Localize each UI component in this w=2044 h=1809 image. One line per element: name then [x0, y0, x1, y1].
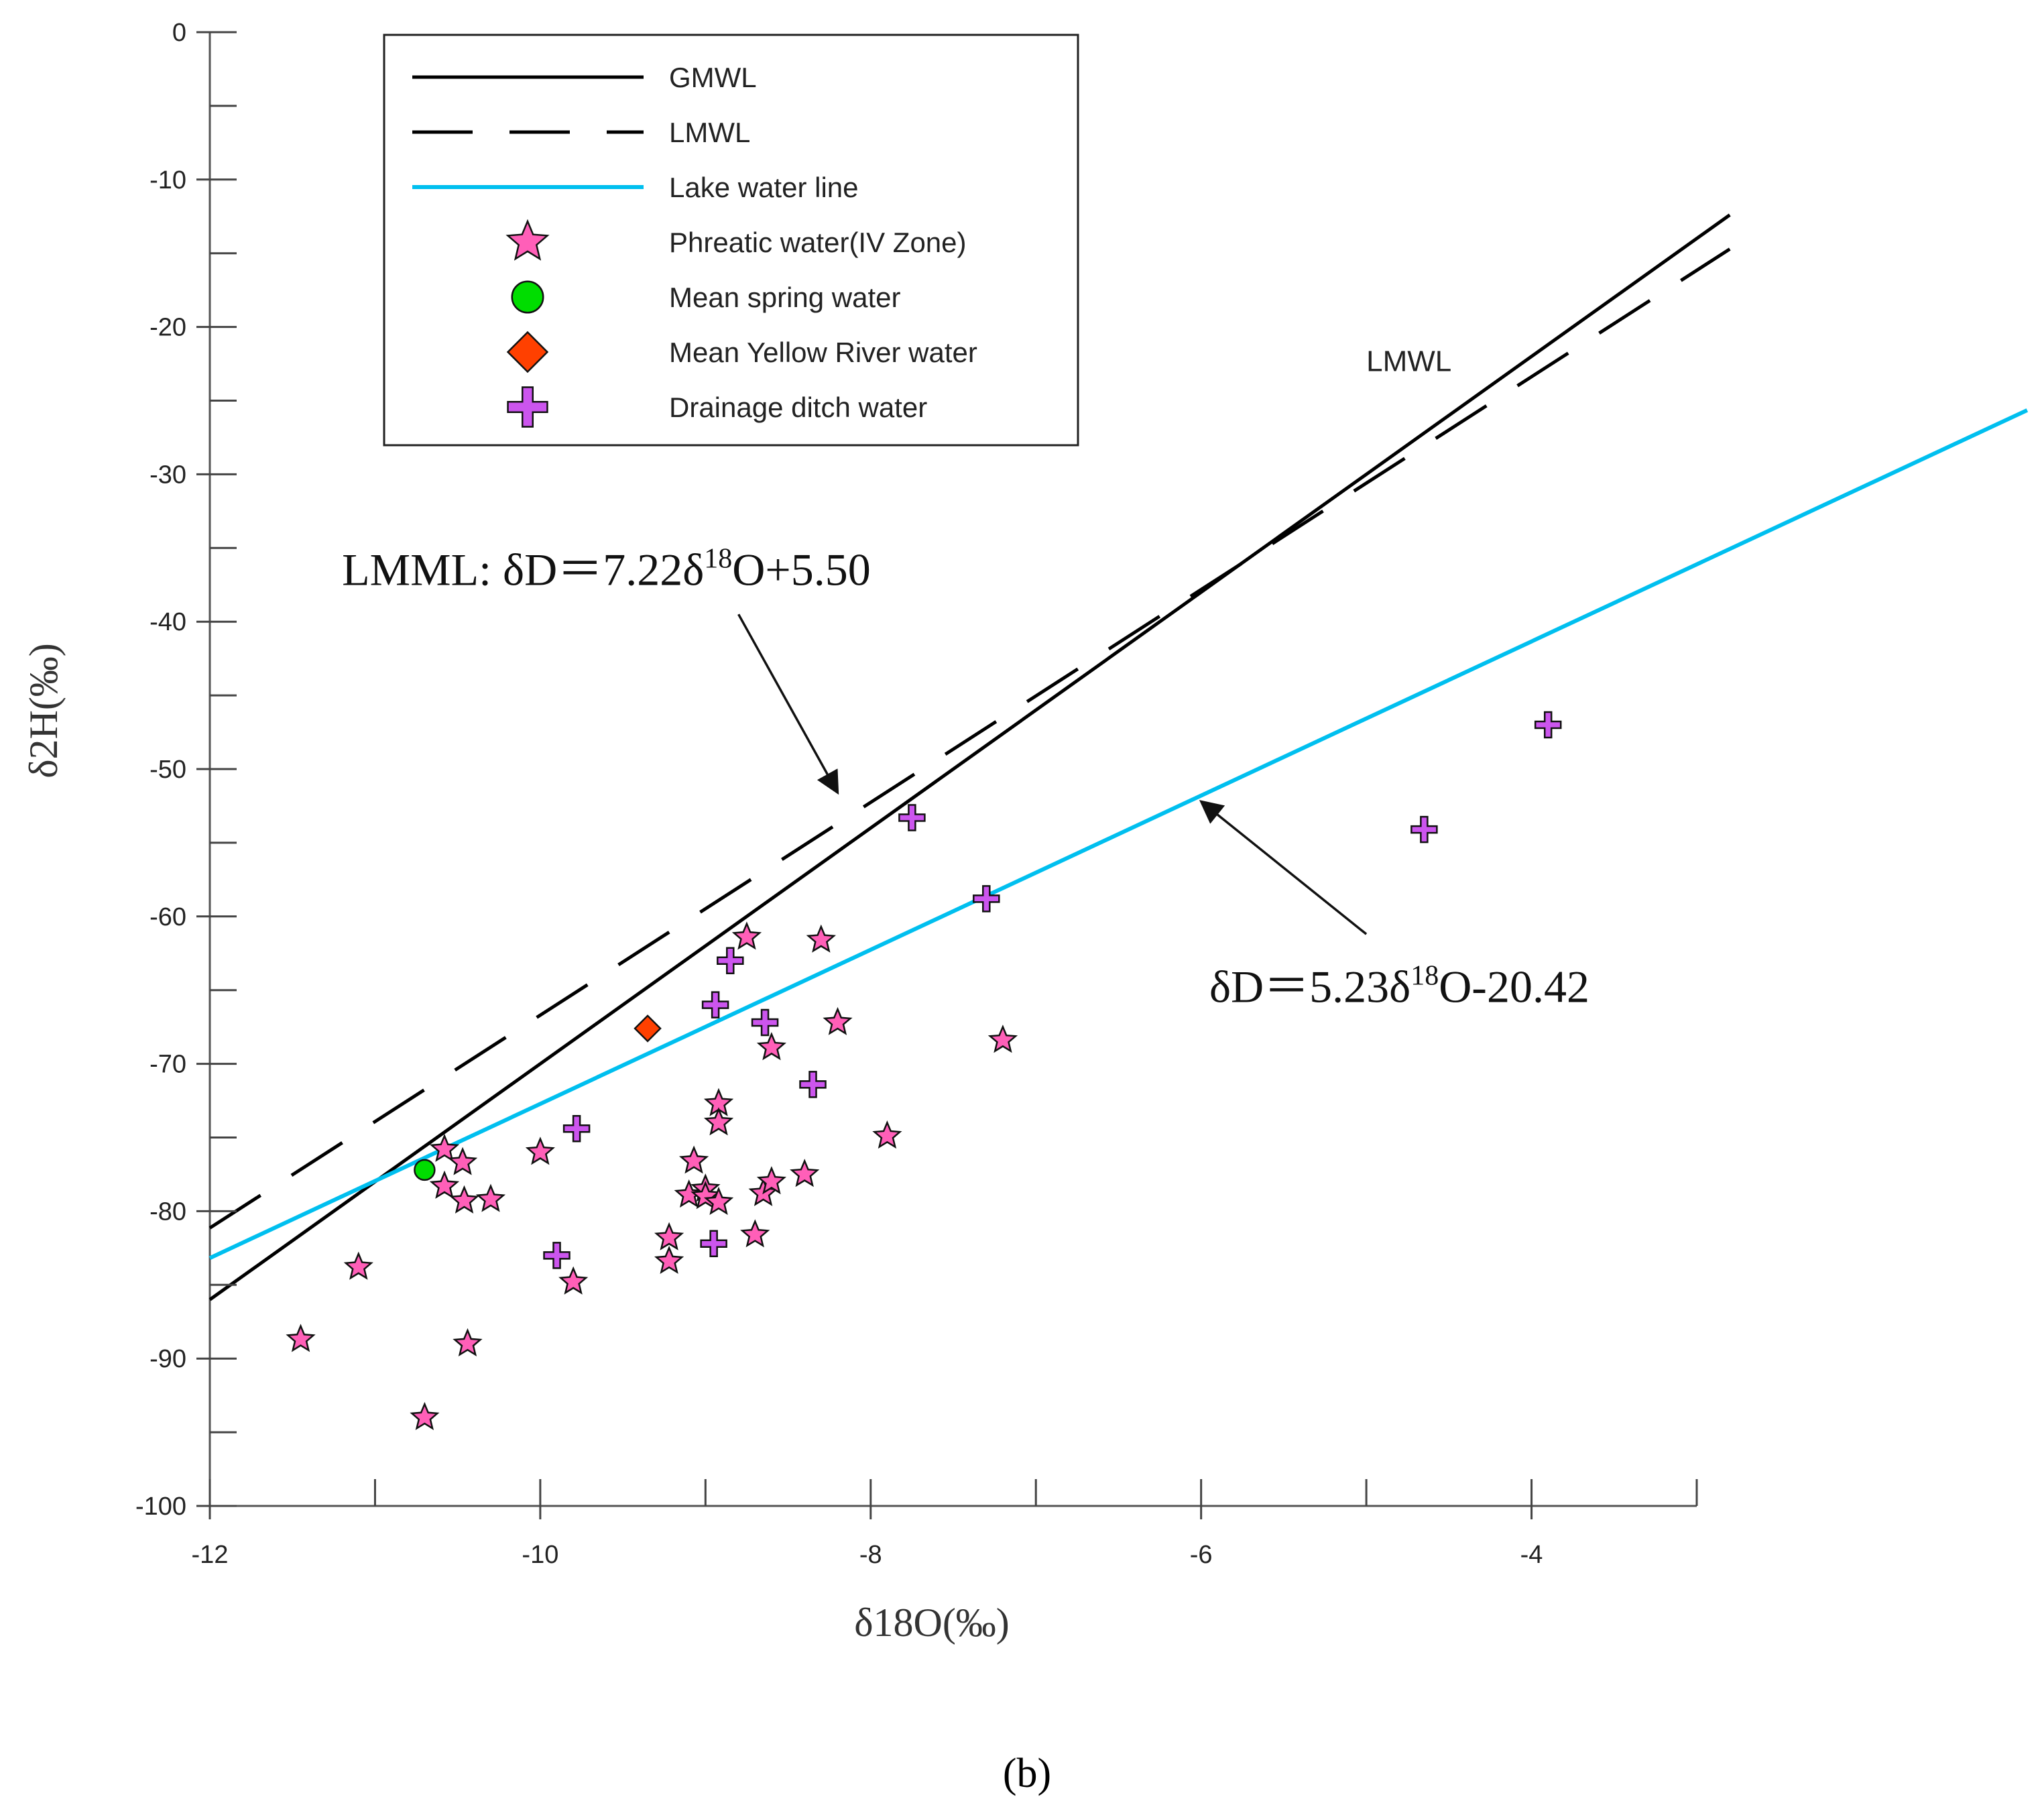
phreatic-water-iv-zone-point — [756, 1032, 786, 1061]
y-tick-label: -40 — [149, 608, 186, 636]
legend-label: Phreatic water(IV Zone) — [669, 227, 967, 258]
drainage-ditch-water-point — [717, 947, 744, 974]
y-tick-label: -30 — [149, 461, 186, 489]
x-tick-label: -6 — [1190, 1541, 1213, 1569]
legend: GMWL LMWL Lake water line Phreatic water(IV… — [383, 34, 1079, 447]
legend-box — [383, 34, 1079, 447]
y-axis-title: δ2H(‰) — [21, 643, 66, 778]
drainage-ditch-water-point — [543, 1242, 570, 1269]
lmwl-line — [208, 247, 1731, 1230]
phreatic-water-iv-zone-point — [806, 924, 837, 953]
lake-equation: δD＝5.23δ18O-20.42 — [1199, 800, 1589, 1012]
y-tick-label: -60 — [149, 903, 186, 931]
equation-prefix: LMML: — [342, 544, 503, 595]
drainage-ditch-water-point — [1410, 815, 1438, 843]
y-tick-label: -90 — [149, 1345, 186, 1373]
equation-text: δD＝5.23δ18O-20.42 — [1209, 960, 1589, 1012]
drainage-ditch-water-point — [751, 1008, 779, 1037]
drainage-ditch-water-point — [701, 991, 729, 1018]
legend-symbol — [505, 219, 550, 261]
phreatic-water-iv-zone-point — [756, 1166, 786, 1195]
phreatic-water-iv-zone-point — [429, 1170, 460, 1199]
phreatic-water-iv-zone-point — [823, 1006, 853, 1035]
x-tick-label: -12 — [192, 1541, 229, 1569]
annotation-arrow — [737, 614, 839, 795]
x-tick-label: -4 — [1520, 1541, 1543, 1569]
phreatic-water-iv-zone-point — [987, 1025, 1018, 1053]
legend-symbol — [511, 280, 544, 314]
drainage-ditch-water-point — [700, 1230, 727, 1258]
drainage-ditch-water-point — [1534, 711, 1562, 739]
mean-yellow-river-water-point — [634, 1014, 662, 1043]
phreatic-water-iv-zone-point — [475, 1183, 506, 1212]
legend-label: Mean Yellow River water — [669, 337, 977, 368]
phreatic-water-iv-zone-point — [449, 1185, 479, 1214]
phreatic-water-iv-zone-point — [872, 1120, 902, 1149]
y-tick-label: -80 — [149, 1198, 186, 1226]
phreatic-water-iv-zone-point — [740, 1219, 770, 1248]
figure-caption: (b) — [1003, 1751, 1051, 1796]
legend-symbol — [506, 331, 549, 373]
phreatic-water-iv-zone-point — [654, 1222, 684, 1250]
y-tick-label: -10 — [149, 166, 186, 194]
phreatic-water-iv-zone-point — [703, 1107, 734, 1136]
y-tick-label: -70 — [149, 1051, 186, 1079]
phreatic-water-iv-zone-point — [654, 1245, 684, 1274]
legend-label: GMWL — [669, 62, 757, 93]
phreatic-water-iv-zone-point — [703, 1186, 734, 1216]
x-tick-label: -8 — [859, 1541, 882, 1569]
drainage-ditch-water-point — [973, 885, 1000, 913]
legend-label: Lake water line — [669, 172, 859, 203]
lmml-equation: LMML: δD＝7.22δ18O+5.50 — [342, 543, 871, 795]
phreatic-water-iv-zone-point — [525, 1136, 555, 1165]
phreatic-water-iv-zone-point — [410, 1401, 440, 1430]
gmwl-line — [208, 213, 1731, 1301]
phreatic-water-iv-zone-point — [731, 921, 762, 950]
y-tick-label: -50 — [149, 756, 186, 784]
equation-superscript: 18 — [704, 543, 732, 574]
x-axis-title: δ18O(‰) — [854, 1600, 1010, 1645]
phreatic-water-iv-zone-point — [343, 1251, 373, 1280]
legend-label: LMWL — [669, 117, 750, 148]
y-tick-label: -100 — [135, 1493, 186, 1521]
drainage-ditch-water-point — [799, 1071, 827, 1098]
legend-symbol — [507, 386, 548, 428]
equation-superscript: 18 — [1410, 960, 1439, 991]
equation-text: LMML: δD＝7.22δ18O+5.50 — [342, 543, 871, 595]
equation-tail: O-20.42 — [1439, 961, 1589, 1012]
drainage-ditch-water-point — [562, 1115, 591, 1143]
x-tick-label: -10 — [522, 1541, 558, 1569]
mean-spring-water-point — [414, 1159, 436, 1181]
equation-tail: O+5.50 — [732, 544, 870, 595]
phreatic-water-iv-zone-point — [447, 1147, 478, 1175]
data-points — [286, 711, 1562, 1430]
phreatic-water-iv-zone-point — [429, 1133, 460, 1162]
phreatic-water-iv-zone-point — [558, 1266, 589, 1295]
axis-ticks: 0 -10 -20 -30 -40 -50 -60 -70 -80 -90 -100-12 -10 -8… — [135, 19, 1698, 1569]
legend-label: Mean spring water — [669, 282, 901, 313]
equation-main: δD＝7.22δ — [503, 544, 704, 595]
y-tick-label: -20 — [149, 314, 186, 342]
legend-label: Drainage ditch water — [669, 392, 927, 423]
phreatic-water-iv-zone-point — [679, 1145, 709, 1174]
drainage-ditch-water-point — [898, 804, 926, 831]
annotation-arrow — [1199, 800, 1368, 935]
phreatic-water-iv-zone-point — [790, 1159, 820, 1187]
phreatic-water-iv-zone-point — [453, 1328, 483, 1357]
y-tick-label: 0 — [172, 19, 186, 47]
lake-water-line-line — [208, 408, 2029, 1261]
equation-main: δD＝5.23δ — [1209, 961, 1410, 1012]
phreatic-water-iv-zone-point — [286, 1324, 316, 1352]
lmwl-line-label: LMWL — [1366, 345, 1451, 378]
regression-lines — [208, 213, 2029, 1301]
